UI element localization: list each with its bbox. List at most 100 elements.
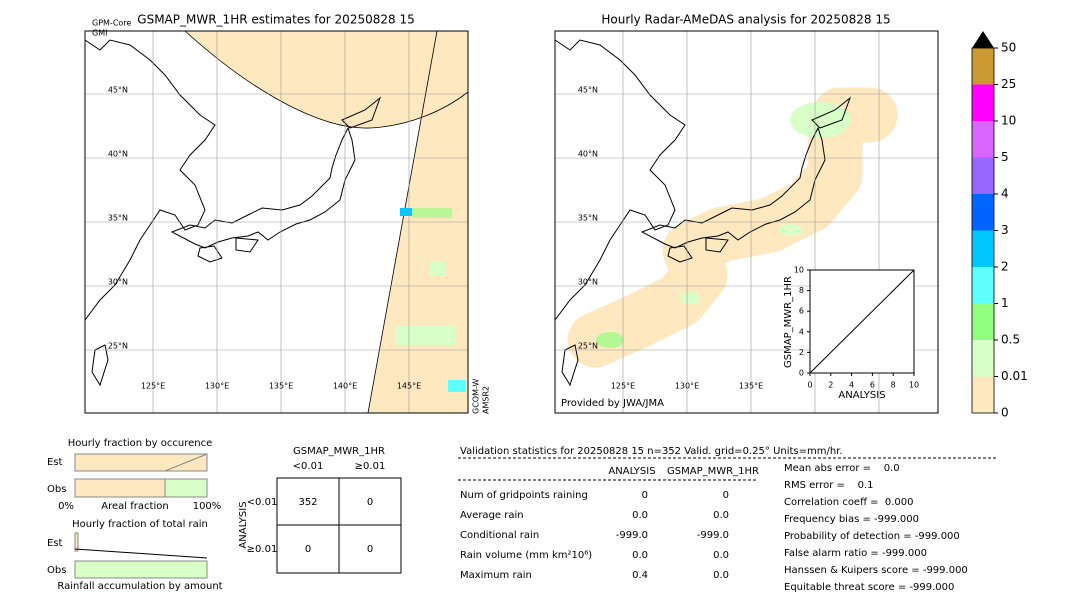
tick-label: 4	[799, 327, 804, 336]
label: GMI	[92, 29, 107, 38]
label: Obs	[47, 565, 66, 576]
label: GSMAP_MWR_1HR	[783, 276, 794, 368]
tick-label: 2	[828, 381, 833, 390]
colorbar-segment	[972, 48, 994, 85]
tick-label: 10	[909, 381, 919, 390]
lat-label: 35°N	[578, 214, 598, 223]
tick-label: 8	[891, 381, 896, 390]
lon-label: 135°E	[739, 382, 763, 391]
label: Hourly Radar-AMeDAS analysis for 2025082…	[601, 13, 890, 27]
lat-label: 25°N	[578, 342, 598, 351]
bar	[74, 478, 166, 498]
colorbar-label: 0	[1001, 406, 1009, 420]
rain-cell	[778, 224, 802, 236]
bar-line	[164, 453, 208, 472]
label: Rain volume (mm km²10⁶)	[460, 550, 592, 561]
label: Hanssen & Kuipers score = -999.000	[784, 565, 968, 576]
coastline	[640, 96, 852, 263]
colorbar-label: 2	[1001, 260, 1009, 274]
bar	[74, 560, 208, 579]
label: Num of gridpoints raining	[460, 490, 588, 501]
label: GSMAP_MWR_1HR estimates for 20250828 15	[137, 13, 414, 27]
label: 0.0	[713, 550, 729, 561]
coastline	[561, 344, 579, 387]
colorbar-label: 0.5	[1001, 333, 1020, 347]
rain-cell	[596, 332, 624, 348]
map-frame	[84, 30, 469, 414]
lat-label: 40°N	[578, 150, 598, 159]
label: Probability of detection = -999.000	[784, 531, 960, 542]
lat-label: 35°N	[108, 214, 128, 223]
diagonal	[809, 269, 915, 374]
map-frame	[554, 30, 939, 414]
rain-cell	[430, 262, 445, 276]
tick-label: 8	[799, 286, 804, 295]
coastline	[91, 344, 109, 387]
lon-label: 145°E	[397, 382, 421, 391]
colorbar-segment	[972, 121, 994, 158]
coastline	[554, 39, 686, 321]
lat-label: 30°N	[108, 278, 128, 287]
tick-label: 10	[794, 266, 804, 275]
label: 0	[723, 490, 729, 501]
colorbar-segment	[972, 84, 994, 121]
label: Est	[47, 538, 63, 549]
rain-cell	[400, 208, 412, 216]
label: <0.01	[293, 461, 324, 472]
colorbar-segment	[972, 157, 994, 194]
label: Average rain	[460, 510, 524, 521]
lon-label: 140°E	[333, 382, 357, 391]
label: Obs	[47, 484, 66, 495]
tick-label: 0	[799, 369, 804, 378]
label: 0.0	[713, 570, 729, 581]
label: 0.0	[713, 510, 729, 521]
bar	[74, 532, 79, 552]
colorbar-label: 3	[1001, 223, 1009, 237]
rain-cell	[395, 325, 455, 345]
colorbar-segment	[972, 340, 994, 377]
bar	[74, 453, 208, 472]
lat-label: 45°N	[108, 86, 128, 95]
tick-label: 6	[799, 307, 804, 316]
lon-label: 135°E	[269, 382, 293, 391]
label: RMS error = 0.1	[784, 480, 874, 491]
label: Frequency bias = -999.000	[784, 514, 919, 525]
label: 0.4	[632, 570, 648, 581]
label: -999.0	[697, 530, 729, 541]
label: False alarm ratio = -999.000	[784, 548, 927, 559]
lon-label: 125°E	[611, 382, 635, 391]
label: Areal fraction	[101, 501, 168, 512]
label: 0.0	[632, 550, 648, 561]
colorbar-label: 10	[1001, 114, 1016, 128]
colorbar-segment	[972, 230, 994, 267]
label: AMSR2	[482, 386, 491, 414]
label: Maximum rain	[460, 570, 532, 581]
colorbar-label: 4	[1001, 187, 1009, 201]
label: Conditional rain	[460, 530, 539, 541]
lat-label: 45°N	[578, 86, 598, 95]
label: GCOM-W	[472, 378, 481, 414]
tick-label: 6	[870, 381, 875, 390]
colorbar-label: 5	[1001, 150, 1009, 164]
coastline	[84, 39, 216, 321]
label: 0	[367, 544, 373, 555]
label: Provided by JWA/JMA	[561, 398, 664, 409]
swath-edge	[184, 30, 469, 129]
label: 0	[305, 544, 311, 555]
label: 0	[642, 490, 648, 501]
colorbar-segment	[972, 194, 994, 231]
rain-cell	[680, 292, 700, 304]
label: Mean abs error = 0.0	[784, 463, 900, 474]
label: ANALYSIS	[838, 390, 885, 401]
lat-label: 40°N	[108, 150, 128, 159]
label: 0	[367, 497, 373, 508]
rain-cell	[790, 102, 850, 138]
label: ≥0.01	[247, 544, 278, 555]
lon-label: 125°E	[141, 382, 165, 391]
rain-cell	[448, 380, 466, 392]
lat-label: 25°N	[108, 342, 128, 351]
bar-line	[74, 548, 208, 559]
lon-label: 130°E	[675, 382, 699, 391]
label: 352	[298, 497, 317, 508]
